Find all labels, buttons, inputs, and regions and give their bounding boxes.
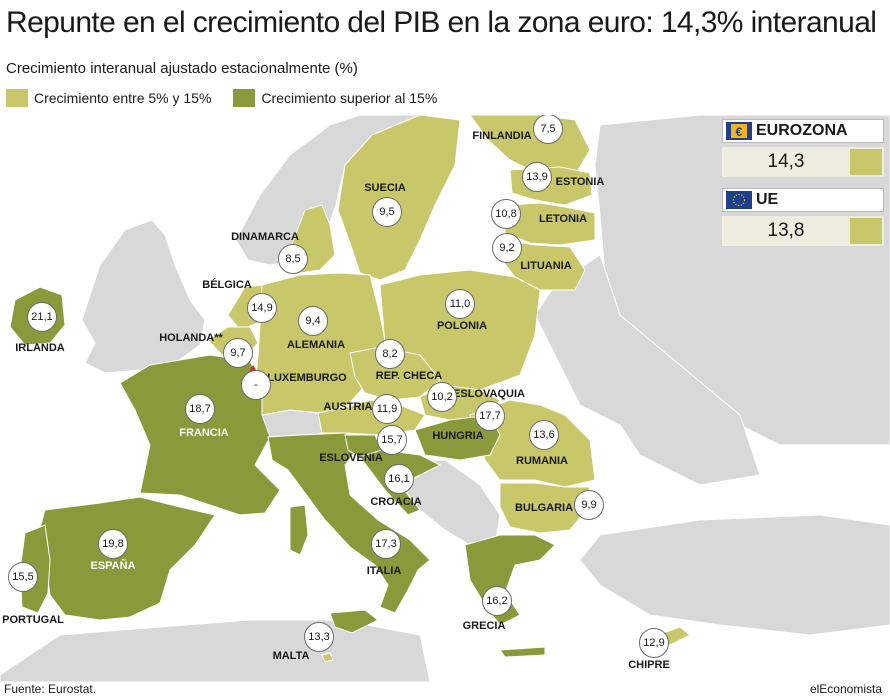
- value-bubble-croacia: 16,1: [384, 464, 414, 494]
- summary-eu-header: UE: [722, 188, 884, 212]
- land-spain: [37, 496, 216, 621]
- summary-eurozone-label: EUROZONA: [756, 122, 848, 139]
- land-turkey: [579, 514, 890, 636]
- legend-swatch-low: [6, 89, 28, 107]
- country-label-belgica: BÉLGICA: [202, 279, 252, 291]
- value-bubble-chipre: 12,9: [639, 628, 669, 658]
- summary-eu-label: UE: [756, 191, 779, 208]
- summary-eurozone-value: 14,3: [767, 151, 805, 172]
- land-sicily: [329, 609, 379, 634]
- summary-eurozone-row: 14,3: [722, 147, 884, 177]
- brand-logo: elEconomista: [809, 682, 882, 696]
- value-bubble-suecia: 9,5: [372, 197, 402, 227]
- land-greece: [464, 534, 556, 626]
- value-bubble-grecia: 16,2: [482, 586, 512, 616]
- summary-eurozone: € EUROZONA 14,3: [722, 119, 884, 177]
- summary-eu-swatch: [850, 218, 882, 244]
- legend-swatch-high: [233, 89, 256, 107]
- page-title: Repunte en el crecimiento del PIB en la …: [6, 6, 877, 39]
- summary-eurozone-swatch: [850, 149, 882, 175]
- value-bubble-polonia: 11,0: [445, 289, 475, 319]
- legend-item-low: Crecimiento entre 5% y 15%: [6, 89, 211, 107]
- value-bubble-eslovaquia: 10,2: [427, 382, 457, 412]
- country-label-rumania: RUMANIA: [516, 455, 568, 467]
- summary-eu: UE 13,8: [722, 188, 884, 246]
- summary-eurozone-header: € EUROZONA: [722, 119, 884, 143]
- country-label-chipre: CHIPRE: [628, 659, 670, 671]
- land-sweden: [337, 115, 461, 281]
- value-bubble-bulgaria: 9,9: [574, 490, 604, 520]
- country-label-eslovenia: ESLOVENIA: [319, 452, 383, 464]
- value-bubble-lituania: 9,2: [492, 233, 522, 263]
- value-bubble-rep-checa: 8,2: [375, 339, 405, 369]
- legend-label-low: Crecimiento entre 5% y 15%: [34, 90, 212, 106]
- land-uk: [81, 219, 206, 374]
- land-malta: [321, 652, 334, 663]
- value-bubble-finlandia: 7,5: [533, 115, 563, 144]
- land-crete: [499, 646, 546, 658]
- euro-icon: €: [726, 122, 752, 140]
- country-label-eslovaquia: ESLOVAQUIA: [453, 388, 525, 400]
- country-label-suecia: SUECIA: [364, 182, 406, 194]
- country-label-bulgaria: BULGARIA: [514, 502, 574, 514]
- country-label-alemania: ALEMANIA: [286, 339, 346, 351]
- country-label-malta: MALTA: [272, 650, 310, 662]
- value-bubble-francia: 18,7: [185, 394, 215, 424]
- summary-eu-value: 13,8: [767, 220, 805, 241]
- value-bubble-dinamarca: 8,5: [278, 244, 308, 274]
- value-bubble-rumania: 13,6: [529, 420, 559, 450]
- land-bulgaria: [499, 482, 591, 534]
- country-label-croacia: CROACIA: [370, 496, 422, 508]
- legend-item-high: Crecimiento superior al 15%: [233, 89, 437, 107]
- country-label-irlanda: IRLANDA: [15, 342, 65, 354]
- legend: Crecimiento entre 5% y 15% Crecimiento s…: [6, 88, 459, 108]
- page-subtitle: Crecimiento interanual ajustado estacion…: [6, 60, 358, 77]
- value-bubble-holanda: 9,7: [223, 338, 253, 368]
- value-bubble-alemania: 9,4: [298, 306, 328, 336]
- value-bubble-portugal: 15,5: [8, 562, 38, 592]
- svg-text:€: €: [736, 125, 743, 139]
- country-label-holanda: HOLANDA**: [159, 332, 223, 344]
- value-bubble-belgica: 14,9: [247, 293, 277, 323]
- value-bubble-letonia: 10,8: [491, 199, 521, 229]
- country-label-portugal: PORTUGAL: [2, 614, 64, 626]
- country-label-austria: AUSTRIA: [323, 401, 373, 413]
- land-germany: [254, 272, 389, 416]
- land-africa: [0, 619, 431, 682]
- country-label-finlandia: FINLANDIA: [472, 130, 532, 142]
- land-lithuania: [501, 239, 586, 291]
- land-belarus-ukraine: [534, 254, 761, 486]
- country-label-espana: ESPAÑA: [90, 560, 136, 572]
- value-bubble-eslovenia: 15,7: [377, 425, 407, 455]
- country-label-italia: ITALIA: [366, 565, 402, 577]
- value-bubble-irlanda: 21,1: [27, 302, 57, 332]
- country-label-luxemburgo: LUXEMBURGO: [267, 372, 347, 384]
- country-label-estonia: ESTONIA: [555, 176, 605, 188]
- value-bubble-espana: 19,8: [98, 529, 128, 559]
- land-sardinia: [289, 504, 309, 556]
- source-note: Fuente: Eurostat.: [4, 682, 97, 696]
- country-label-grecia: GRECIA: [462, 620, 506, 632]
- country-label-dinamarca: DINAMARCA: [231, 231, 299, 243]
- country-label-letonia: LETONIA: [538, 213, 588, 225]
- country-label-hungria: HUNGRIA: [432, 430, 484, 442]
- country-label-francia: FRANCIA: [179, 427, 229, 439]
- map-shapes: [0, 115, 890, 682]
- value-bubble-italia: 17,3: [371, 529, 401, 559]
- eu-flag-icon: [726, 191, 752, 209]
- summary-eu-row: 13,8: [722, 216, 884, 246]
- value-bubble-luxemburgo: -: [241, 370, 271, 400]
- value-bubble-austria: 11,9: [372, 394, 402, 424]
- value-bubble-estonia: 13,9: [522, 162, 552, 192]
- value-bubble-hungria: 17,7: [475, 401, 505, 431]
- country-label-lituania: LITUANIA: [520, 260, 572, 272]
- country-label-polonia: POLONIA: [436, 320, 488, 332]
- value-bubble-malta: 13,3: [304, 622, 334, 652]
- legend-label-high: Crecimiento superior al 15%: [261, 90, 438, 106]
- country-label-rep-checa: REP. CHECA: [375, 370, 443, 382]
